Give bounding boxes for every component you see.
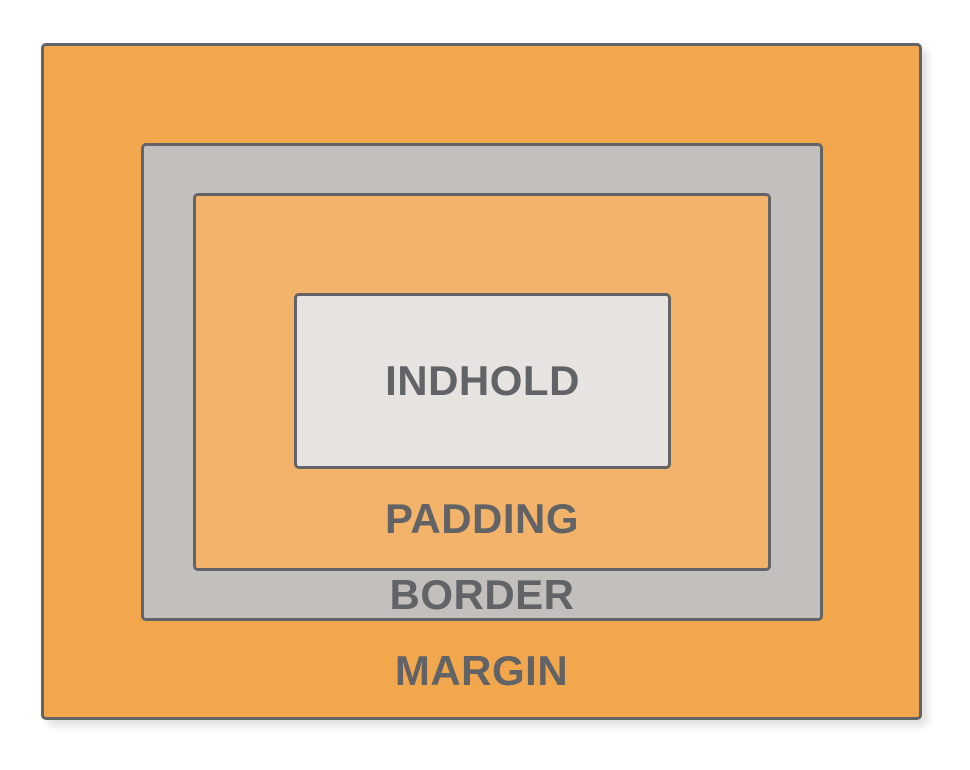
border-label: BORDER: [389, 571, 575, 618]
content-area: [294, 293, 671, 469]
padding-label: PADDING: [384, 495, 580, 542]
content-label: INDHOLD: [385, 357, 580, 404]
margin-label: MARGIN: [394, 647, 569, 694]
